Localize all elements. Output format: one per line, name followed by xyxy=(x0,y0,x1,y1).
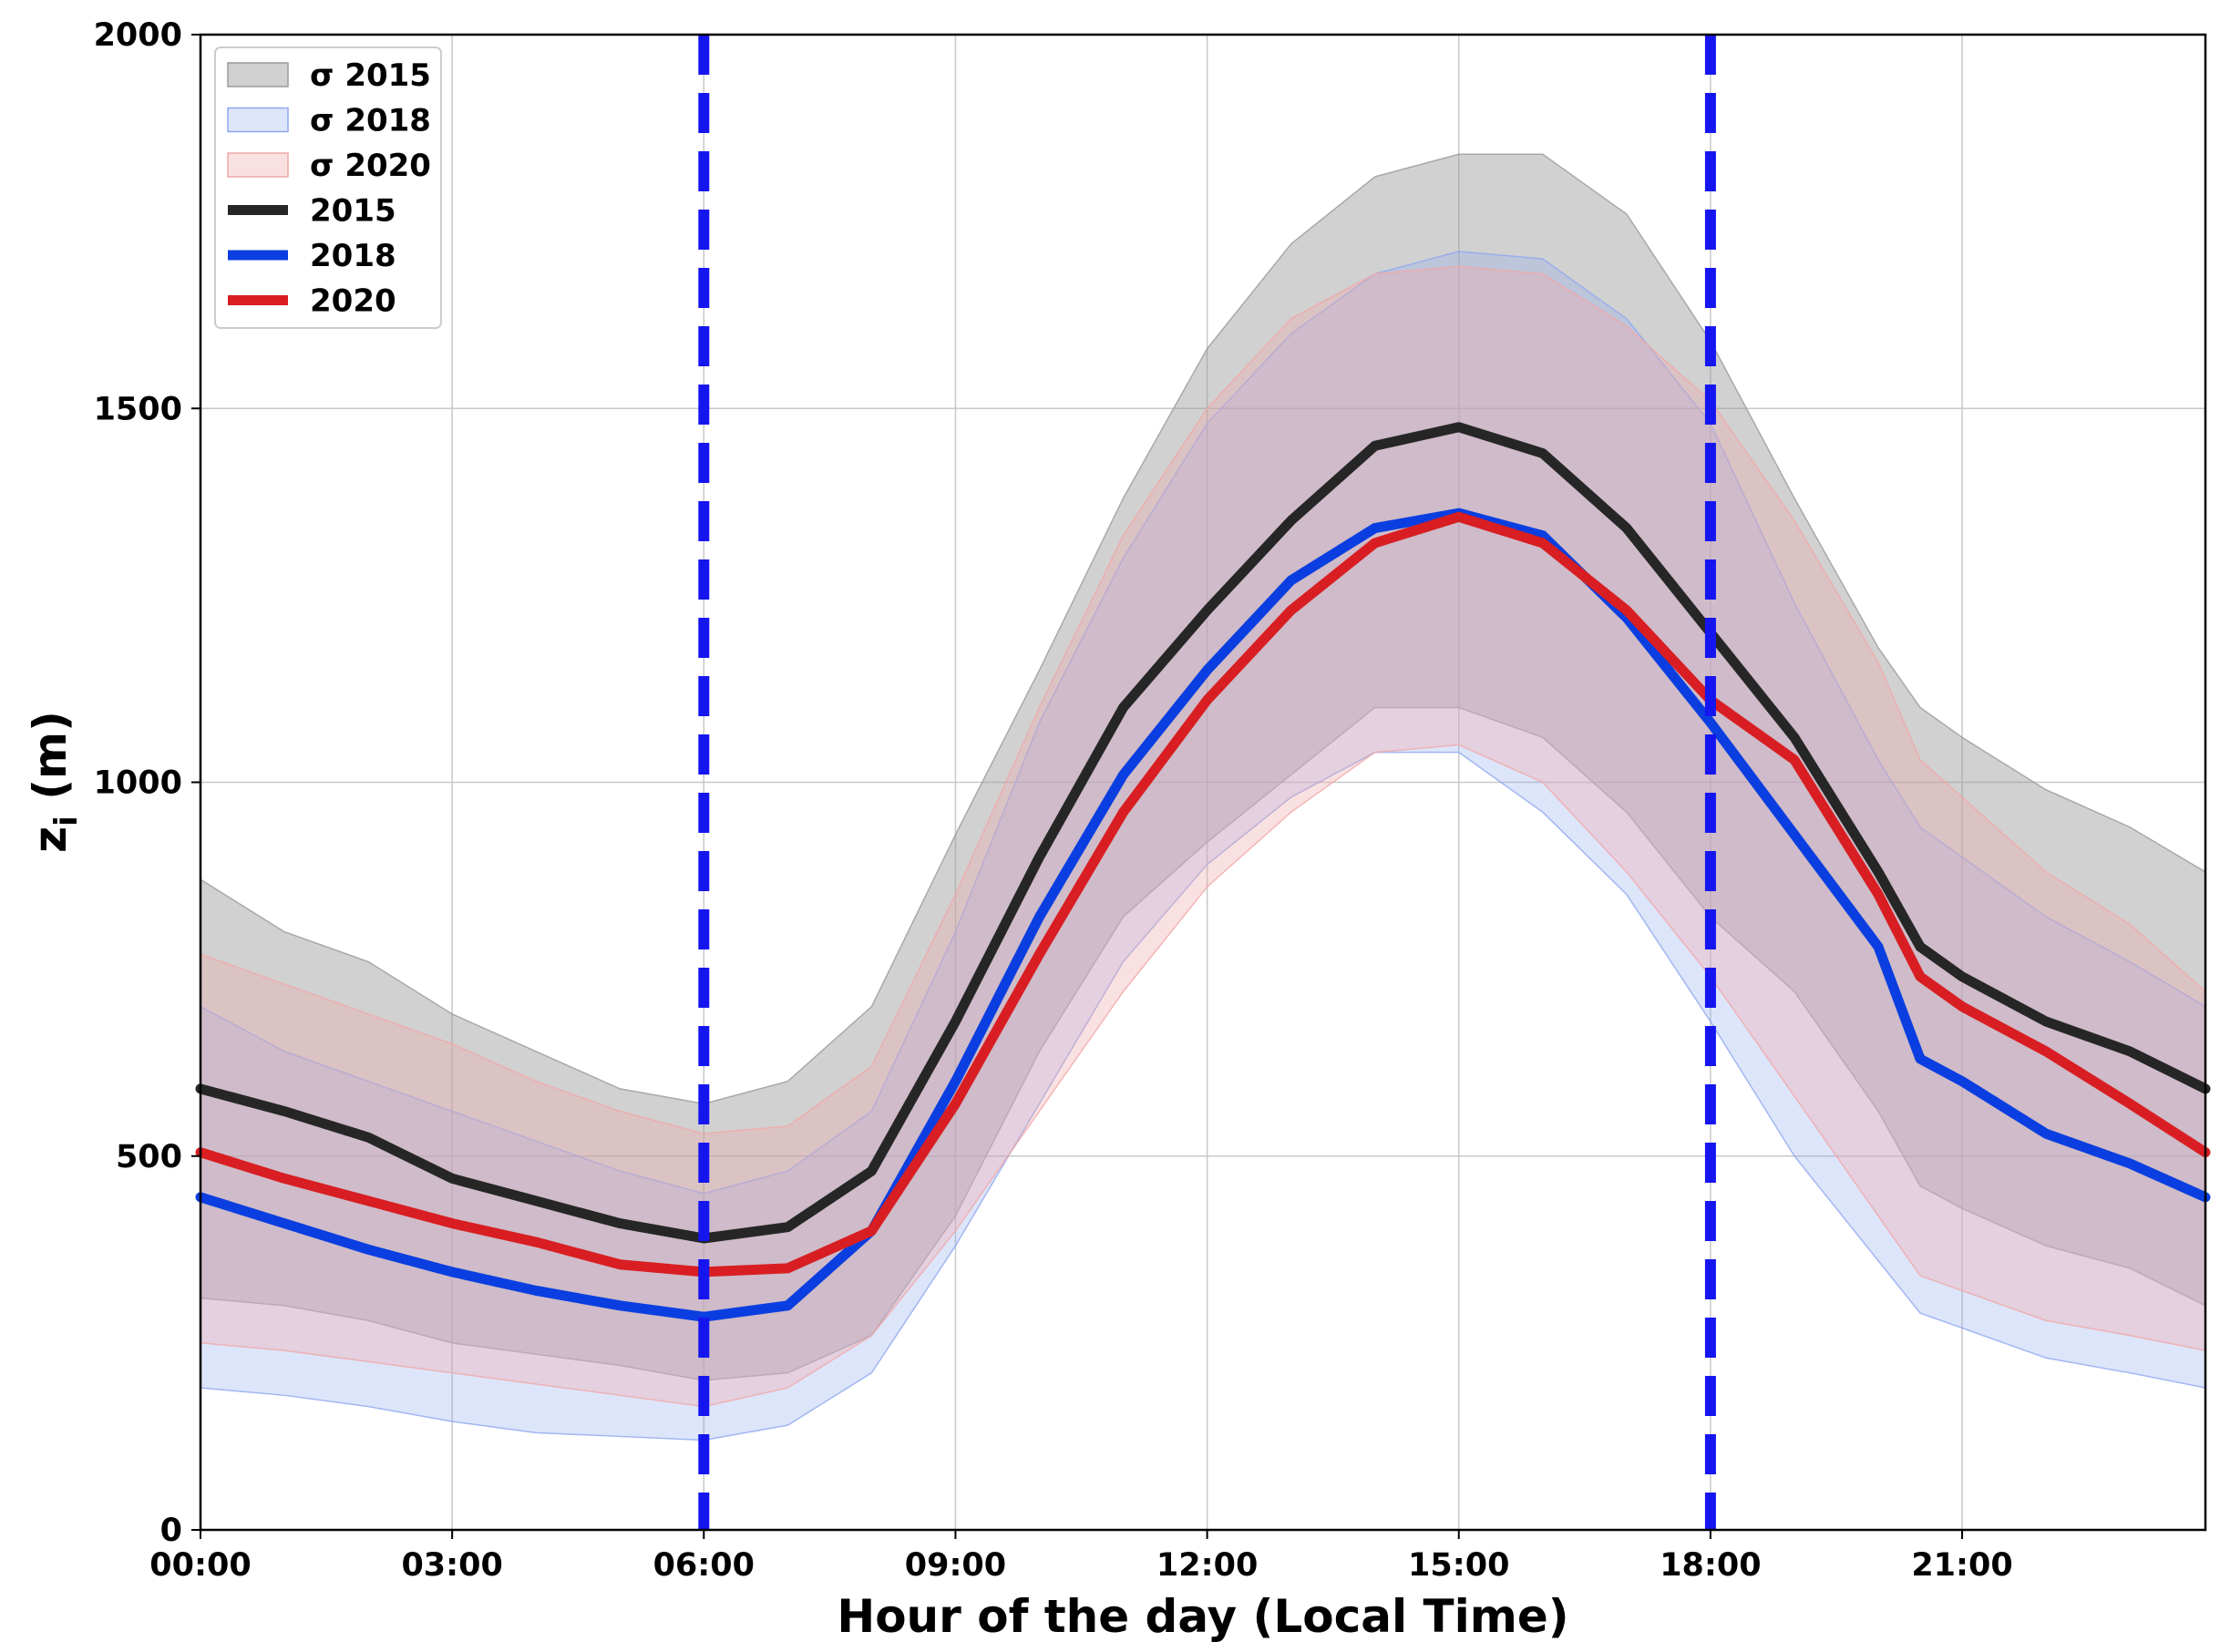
y-tick-label: 1500 xyxy=(94,391,182,427)
x-tick-label: 06:00 xyxy=(653,1547,755,1584)
y-tick-label: 500 xyxy=(116,1139,182,1175)
x-tick-label: 21:00 xyxy=(1911,1547,2012,1584)
legend-swatch-band-2015 xyxy=(227,62,289,87)
x-tick-label: 15:00 xyxy=(1408,1547,1509,1584)
x-tick-label: 00:00 xyxy=(149,1547,251,1584)
y-tick-label: 1000 xyxy=(94,765,182,802)
vertical-markers xyxy=(698,35,1716,1530)
legend-swatch-band-2020 xyxy=(227,152,289,178)
line-2020 xyxy=(195,511,2211,1277)
y-axis-title-sub: i xyxy=(48,816,85,826)
svg-text:zi (m): zi (m) xyxy=(24,711,85,853)
x-tick-label: 09:00 xyxy=(905,1547,1006,1584)
axis-ticks: 00:00 03:00 06:00 09:00 12:00 15:00 18:00 21:00… xyxy=(94,17,2013,1584)
legend-label-band-2018: σ 2018 xyxy=(310,103,431,139)
line-2018 xyxy=(195,508,2211,1322)
legend-label-band-2020: σ 2020 xyxy=(310,148,431,184)
legend-swatch-band-2018 xyxy=(227,107,289,133)
legend-label-2018: 2018 xyxy=(310,238,396,274)
legend-label-2015: 2015 xyxy=(310,193,396,230)
x-tick-label: 18:00 xyxy=(1660,1547,1761,1584)
x-tick-label: 12:00 xyxy=(1156,1547,1258,1584)
legend-label-band-2015: σ 2015 xyxy=(310,57,431,94)
series-lines xyxy=(195,422,2211,1322)
y-tick-label: 0 xyxy=(160,1513,182,1549)
line-2015 xyxy=(195,422,2211,1244)
x-tick-label: 03:00 xyxy=(401,1547,502,1584)
y-tick-label: 2000 xyxy=(94,17,182,54)
y-axis-title: zi (m) xyxy=(24,711,85,853)
y-axis-title-unit: (m) xyxy=(24,711,77,816)
x-axis-title: Hour of the day (Local Time) xyxy=(837,1590,1568,1643)
y-axis-title-main: z xyxy=(24,826,77,853)
legend: σ 2015 σ 2018 σ 2020 2015 2018 2020 xyxy=(214,46,442,329)
legend-label-2020: 2020 xyxy=(310,283,396,320)
